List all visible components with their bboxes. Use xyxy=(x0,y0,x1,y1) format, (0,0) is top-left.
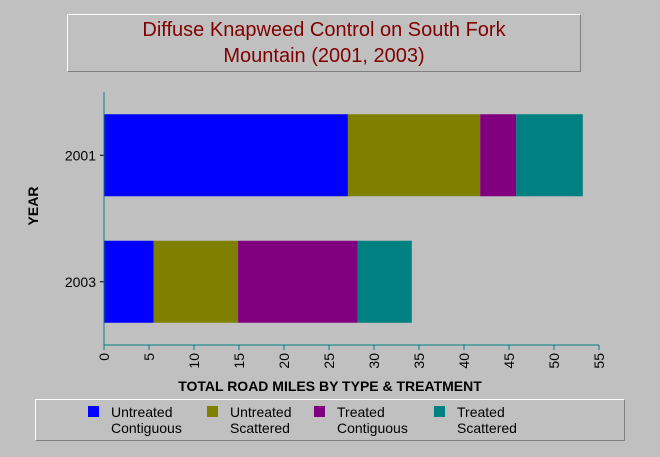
legend-label: Treated Scattered xyxy=(457,404,517,436)
y-axis-title: YEAR xyxy=(25,187,41,226)
x-tick-label: 30 xyxy=(366,353,382,369)
legend: Untreated Contiguous Untreated Scattered Tre… xyxy=(35,399,625,441)
legend-label-line: Treated xyxy=(337,404,385,420)
x-tick-label: 5 xyxy=(141,353,157,361)
y-tick-label: 2003 xyxy=(65,274,96,290)
x-tick-label: 45 xyxy=(501,353,517,369)
legend-label-line: Scattered xyxy=(457,420,517,436)
bar-2003-untreated-scattered xyxy=(153,240,239,323)
x-tick-label: 10 xyxy=(186,353,202,369)
x-tick-label: 0 xyxy=(96,353,112,361)
legend-label-line: Treated xyxy=(457,404,505,420)
chart-title-line-2: Mountain (2001, 2003) xyxy=(223,45,425,67)
legend-label: Treated Contiguous xyxy=(337,404,408,436)
legend-label: Untreated Contiguous xyxy=(111,404,182,436)
legend-label-line: Untreated xyxy=(230,404,292,420)
x-tick-label: 25 xyxy=(321,353,337,369)
x-tick-label: 40 xyxy=(456,353,472,369)
bar-2003-untreated-contiguous xyxy=(104,240,154,323)
chart-title-line-1: Diffuse Knapweed Control on South Fork xyxy=(142,19,506,41)
x-tick-label: 20 xyxy=(276,353,292,369)
legend-label-line: Scattered xyxy=(230,420,290,436)
legend-swatch xyxy=(314,406,325,417)
x-tick-label: 35 xyxy=(411,353,427,369)
bar-2001-treated-contiguous xyxy=(480,114,517,197)
legend-label-line: Contiguous xyxy=(337,420,408,436)
x-tick-label: 50 xyxy=(546,353,562,369)
x-axis-title: TOTAL ROAD MILES BY TYPE & TREATMENT xyxy=(178,378,482,394)
legend-label-line: Untreated xyxy=(111,404,173,420)
legend-item-untreated-scattered: Untreated Scattered xyxy=(207,404,291,436)
bar-2001-untreated-scattered xyxy=(347,114,481,197)
legend-swatch xyxy=(88,406,99,417)
bar-2001-treated-scattered xyxy=(516,114,583,197)
legend-label: Untreated Scattered xyxy=(230,404,291,436)
legend-item-untreated-contiguous: Untreated Contiguous xyxy=(88,404,182,436)
bar-2001-untreated-contiguous xyxy=(104,114,348,197)
legend-item-treated-contiguous: Treated Contiguous xyxy=(314,404,408,436)
bar-2003-treated-scattered xyxy=(357,240,412,323)
x-tick-label: 55 xyxy=(591,353,607,369)
bar-2003-treated-contiguous xyxy=(238,240,358,323)
chart-title: Diffuse Knapweed Control on South Fork M… xyxy=(67,14,581,72)
x-tick-label: 15 xyxy=(231,353,247,369)
legend-swatch xyxy=(434,406,445,417)
legend-swatch xyxy=(207,406,218,417)
legend-item-treated-scattered: Treated Scattered xyxy=(434,404,517,436)
legend-label-line: Contiguous xyxy=(111,420,182,436)
y-tick-label: 2001 xyxy=(65,147,96,163)
